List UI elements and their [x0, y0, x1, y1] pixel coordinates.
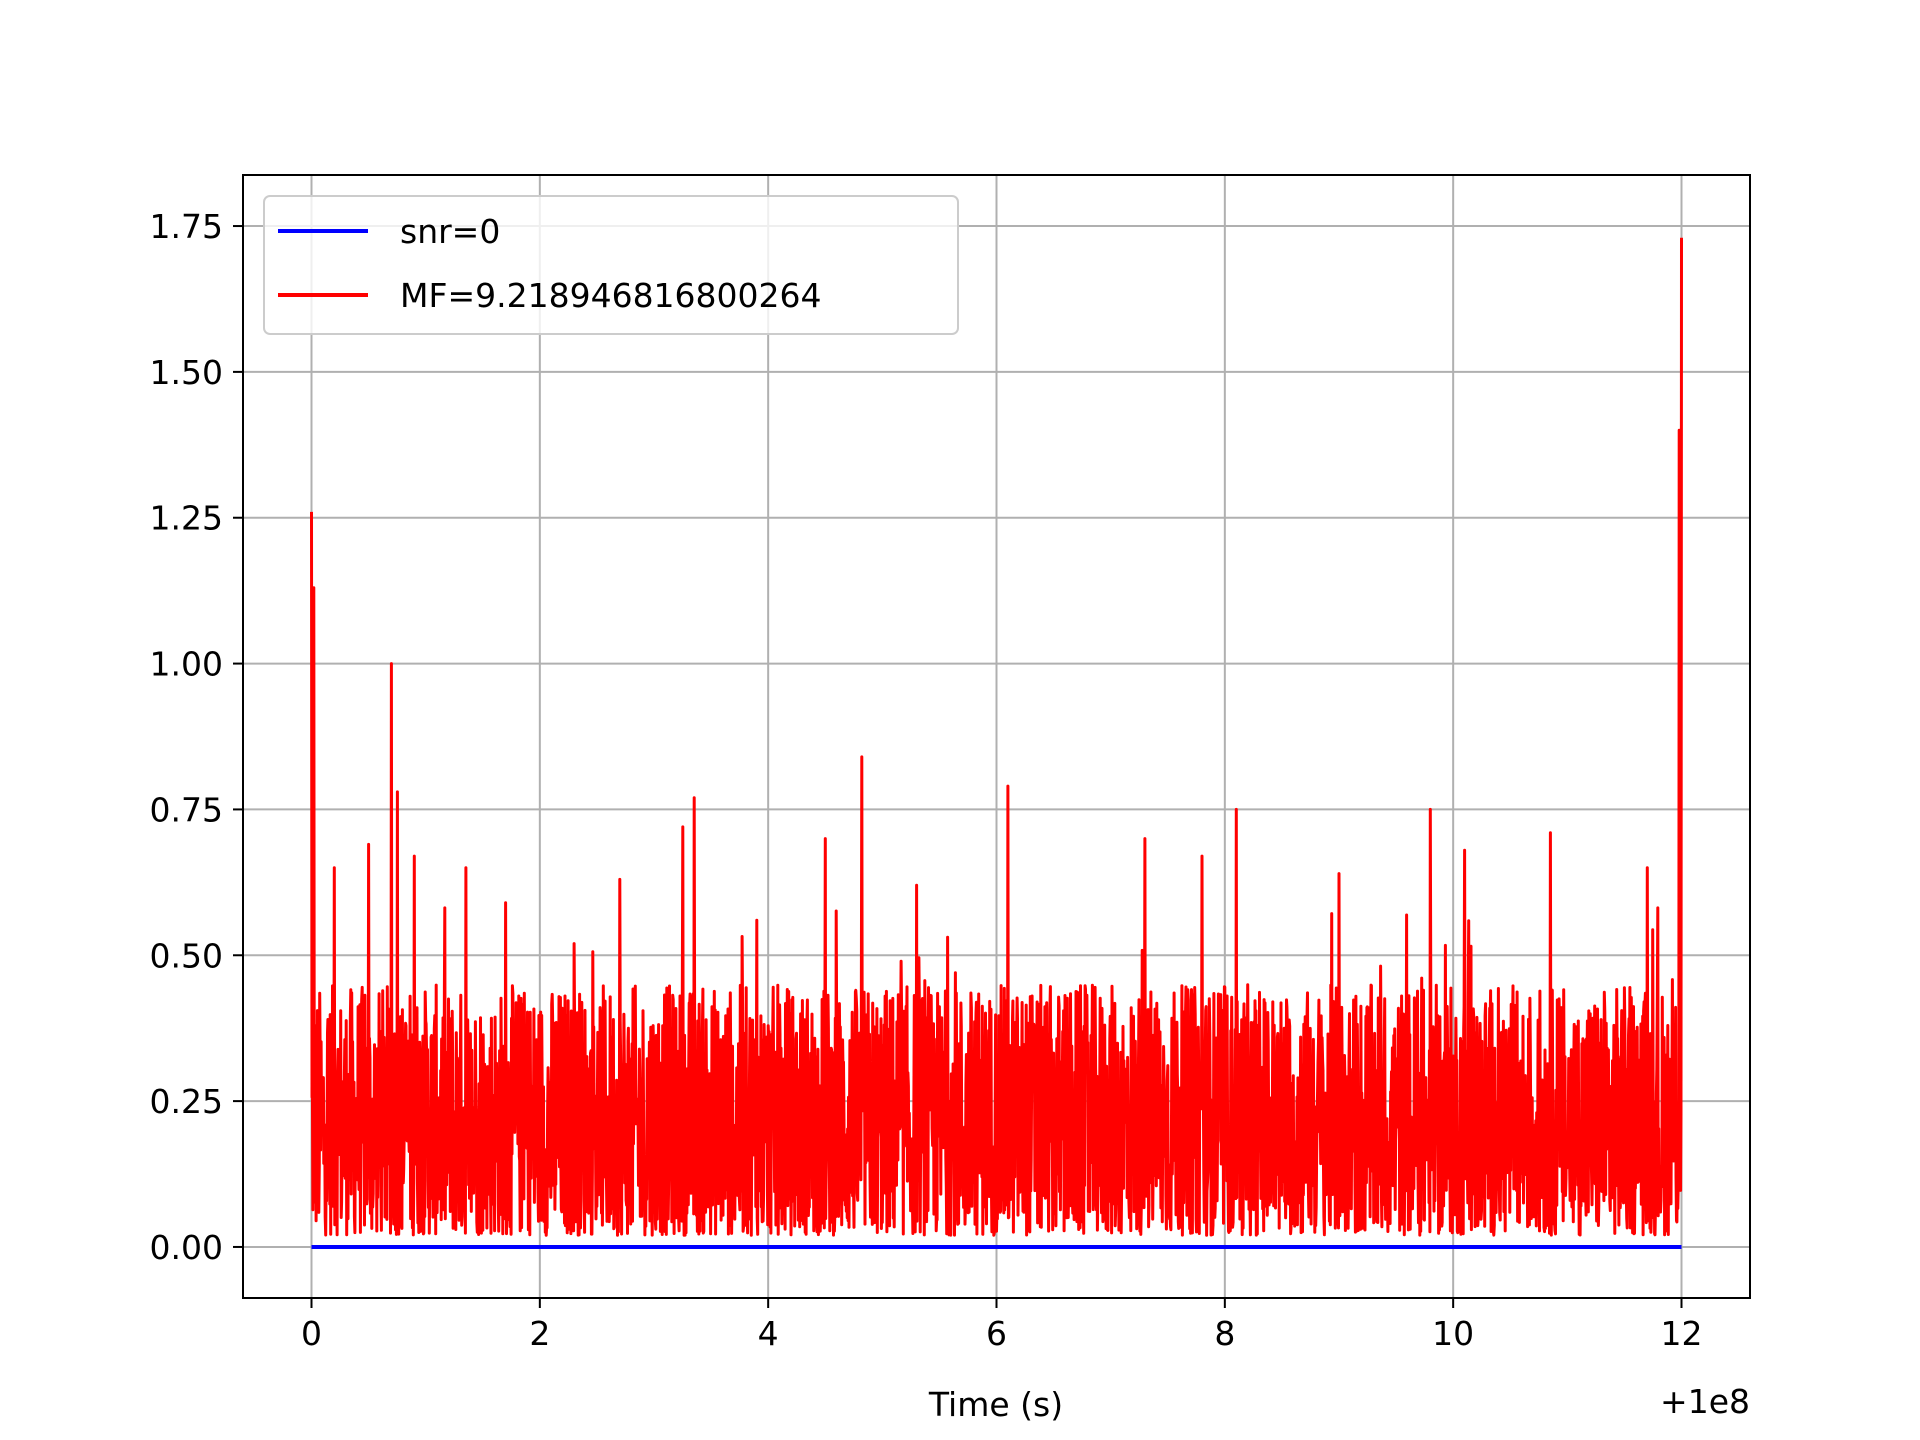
y-tick-label: 0.25	[150, 1082, 223, 1121]
legend: snr=0 MF=9.218946816800264	[263, 195, 959, 335]
x-tick-label: 10	[1432, 1314, 1474, 1353]
x-axis-label: Time (s)	[928, 1385, 1063, 1424]
x-tick-label: 0	[301, 1314, 322, 1353]
y-tick-label: 0.00	[150, 1228, 223, 1267]
x-axis-offset-label: +1e8	[1660, 1382, 1750, 1421]
series-layer	[310, 237, 1683, 1249]
ticks: 0 2 4 6 8 10 12 0.00 0.25 0.50 0.75 1.00 1.25 1.50 1.7…	[150, 207, 1703, 1353]
x-tick-label: 12	[1661, 1314, 1703, 1353]
x-tick-label: 4	[758, 1314, 779, 1353]
y-tick-label: 0.75	[150, 790, 223, 829]
y-tick-label: 0.50	[150, 936, 223, 975]
legend-entry-label: snr=0	[400, 212, 500, 251]
y-tick-label: 1.25	[150, 499, 223, 538]
series-line-mf	[310, 237, 1683, 1237]
legend-box	[263, 195, 959, 335]
y-tick-label: 1.75	[150, 207, 223, 246]
y-tick-label: 1.00	[150, 645, 223, 684]
legend-entry-label: MF=9.218946816800264	[400, 276, 822, 315]
y-tick-label: 1.50	[150, 353, 223, 392]
x-tick-label: 6	[986, 1314, 1007, 1353]
x-tick-label: 2	[529, 1314, 550, 1353]
x-tick-label: 8	[1214, 1314, 1235, 1353]
